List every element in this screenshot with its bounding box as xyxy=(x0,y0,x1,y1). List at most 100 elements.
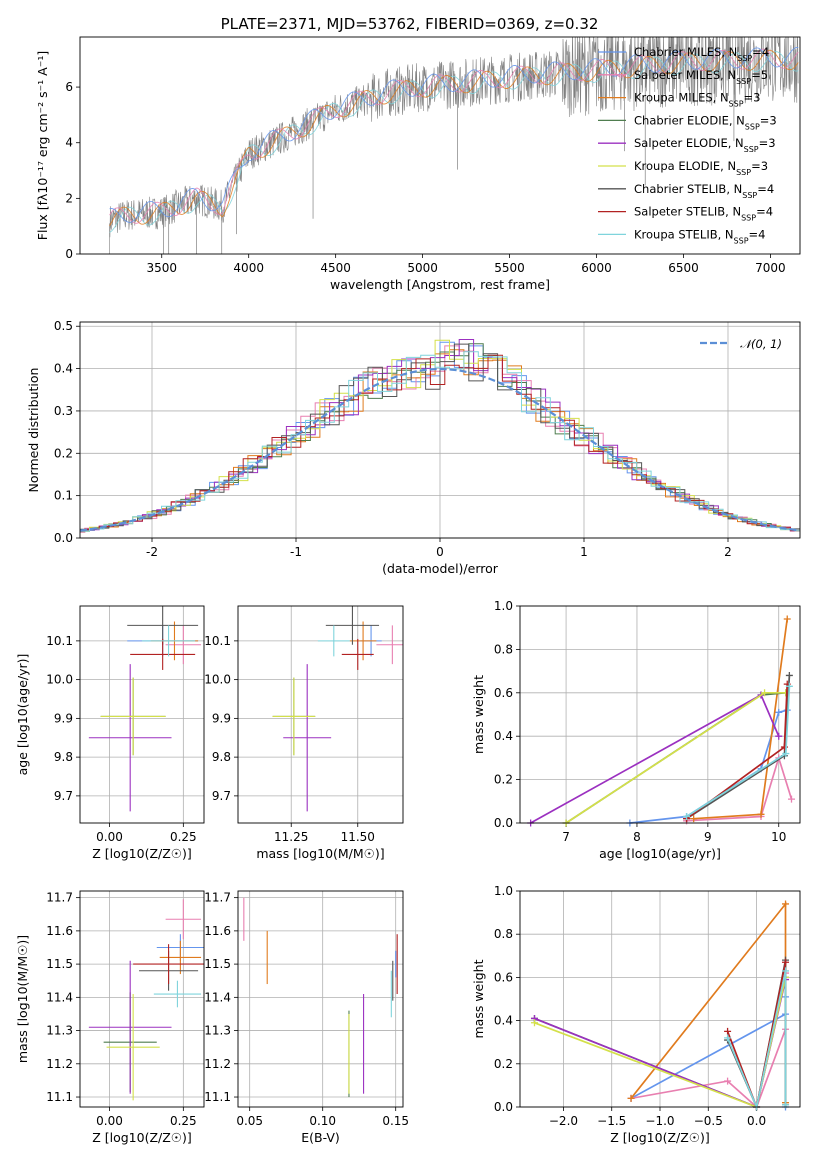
spectrum-plot-area xyxy=(109,37,799,254)
spectrum-legend xyxy=(598,51,626,236)
x-tick-label: 0 xyxy=(436,545,444,559)
y-tick-label: 11.3 xyxy=(46,1024,73,1038)
y-tick-label: 0.5 xyxy=(54,319,73,333)
y-tick-label: 11.5 xyxy=(204,957,231,971)
x-tick-label: 0.10 xyxy=(309,1114,336,1128)
y-tick-label: 2 xyxy=(65,191,73,205)
model-spectrum-chabrier_miles xyxy=(109,46,799,223)
mass-weight-marker xyxy=(724,1077,732,1085)
mass-weight-line-chabrier_stelib xyxy=(686,675,791,820)
y-tick-label: 11.6 xyxy=(204,924,231,938)
y-tick-label: 10.0 xyxy=(204,673,231,687)
y-tick-label: 9.8 xyxy=(212,750,231,764)
y-tick-label: 9.9 xyxy=(54,711,73,725)
mass-weight-line-kroupa_stelib xyxy=(726,970,787,1110)
x-tick-label: 9 xyxy=(704,830,712,844)
x-tick-label: 0.0 xyxy=(747,1114,766,1128)
x-tick-label: −2.0 xyxy=(549,1114,578,1128)
y-tick-label: 0.8 xyxy=(494,927,513,941)
z_weight-y-axis-label: mass weight xyxy=(471,959,486,1038)
x-tick-label: −1.5 xyxy=(597,1114,626,1128)
z_weight-axes xyxy=(516,890,800,1111)
y-tick-label: 0.6 xyxy=(494,970,513,984)
y-tick-label: 11.2 xyxy=(46,1057,73,1071)
z_weight-x-axis-label: Z [log10(Z/Z☉)] xyxy=(610,1130,710,1145)
y-tick-label: 0.2 xyxy=(494,1057,513,1071)
age_weight-y-axis-label: mass weight xyxy=(471,675,486,754)
error-bar-point xyxy=(272,677,316,756)
mass-weight-marker xyxy=(785,671,793,679)
x-tick-label: -1 xyxy=(290,545,302,559)
y-tick-label: 0 xyxy=(65,247,73,261)
mass-weight-line-salpeter_stelib xyxy=(686,684,789,820)
legend-entry: Kroupa STELIB, NSSP=4 xyxy=(634,227,765,245)
ebv_mass-plot-area xyxy=(243,897,398,1098)
z_mass-plot-area xyxy=(88,899,204,1101)
error-bar-point xyxy=(106,994,160,1101)
x-tick-label: 6500 xyxy=(668,261,699,275)
y-tick-label: 0.1 xyxy=(54,489,73,503)
model-spectrum-kroupa_stelib xyxy=(109,51,799,233)
y-tick-label: 11.6 xyxy=(46,924,73,938)
x-tick-label: 10 xyxy=(771,830,786,844)
z_mass-frame xyxy=(79,890,205,1108)
x-tick-label: 1 xyxy=(580,545,588,559)
y-tick-label: 0.8 xyxy=(494,642,513,656)
y-tick-label: 11.5 xyxy=(46,957,73,971)
ebv_mass-axes xyxy=(234,891,403,1111)
mass-weight-line-salpeter_elodie xyxy=(530,693,780,824)
y-tick-label: 11.3 xyxy=(204,1024,231,1038)
x-tick-label: 0.00 xyxy=(96,1114,123,1128)
mass-weight-marker xyxy=(724,1027,732,1035)
z_age-plot-area xyxy=(88,606,202,812)
z_weight-frame xyxy=(519,890,801,1108)
error-bar-point xyxy=(159,940,202,975)
y-tick-label: 11.1 xyxy=(46,1090,73,1104)
spectrum-frame xyxy=(79,36,801,255)
x-tick-label: 4000 xyxy=(233,261,264,275)
x-tick-label: −1.0 xyxy=(645,1114,674,1128)
y-tick-label: 0.2 xyxy=(494,773,513,787)
y-tick-label: 9.7 xyxy=(54,789,73,803)
y-tick-label: 0.0 xyxy=(494,816,513,830)
x-tick-label: 11.25 xyxy=(274,830,308,844)
mass-weight-marker xyxy=(757,810,765,818)
x-tick-label: 0.25 xyxy=(170,1114,197,1128)
error-bar-point xyxy=(317,625,350,657)
y-tick-label: 11.4 xyxy=(204,990,231,1004)
mass_age-x-axis-label: mass [log10(M/M☉)] xyxy=(256,846,384,861)
legend-entry: Chabrier MILES, NSSP=4 xyxy=(634,45,769,63)
y-tick-label: 9.7 xyxy=(212,789,231,803)
error-bar-point xyxy=(325,606,380,645)
residuals-frame xyxy=(79,321,801,539)
z_mass-axes xyxy=(76,891,204,1111)
y-tick-label: 0.4 xyxy=(494,729,513,743)
y-tick-label: 9.9 xyxy=(212,711,231,725)
error-bar-point xyxy=(133,944,204,985)
x-tick-label: −0.5 xyxy=(694,1114,723,1128)
ebv_mass-frame xyxy=(237,890,404,1108)
x-tick-label: 7000 xyxy=(755,261,786,275)
residual-histogram-kroupa_elodie xyxy=(80,339,800,532)
mass-weight-marker xyxy=(761,689,769,697)
mass-weight-marker xyxy=(724,1034,732,1042)
error-bar-point xyxy=(349,621,377,661)
residuals-plot-area xyxy=(80,339,800,533)
y-tick-label: 10.1 xyxy=(46,634,73,648)
x-tick-label: 0.05 xyxy=(236,1114,263,1128)
age_weight-frame xyxy=(519,605,801,824)
z_mass-x-axis-label: Z [log10(Z/Z☉)] xyxy=(92,1130,192,1145)
y-tick-label: 1.0 xyxy=(494,599,513,613)
x-tick-label: 2 xyxy=(724,545,732,559)
x-tick-label: 5500 xyxy=(494,261,525,275)
z_age-frame xyxy=(79,605,205,824)
error-bar-point xyxy=(165,899,202,940)
x-tick-label: 11.50 xyxy=(341,830,375,844)
mass_age-axes xyxy=(234,606,403,827)
mass-weight-marker xyxy=(782,958,790,966)
spectrum-y-axis-label: Flux [fλ10⁻¹⁷ erg cm⁻² s⁻¹ A⁻¹] xyxy=(35,51,50,240)
x-tick-label: 0.25 xyxy=(170,830,197,844)
mass-weight-marker xyxy=(782,750,790,758)
model-spectrum-salpeter_miles xyxy=(109,48,799,224)
y-tick-label: 11.2 xyxy=(204,1057,231,1071)
